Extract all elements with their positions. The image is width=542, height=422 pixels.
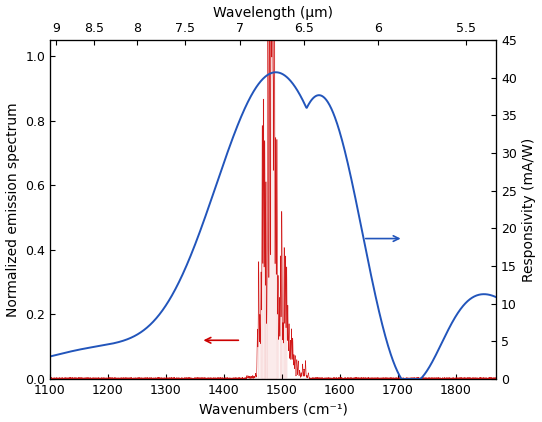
X-axis label: Wavelength (μm): Wavelength (μm) <box>213 5 333 19</box>
X-axis label: Wavenumbers (cm⁻¹): Wavenumbers (cm⁻¹) <box>198 403 347 417</box>
Y-axis label: Responsivity (mA/W): Responsivity (mA/W) <box>522 138 537 281</box>
Y-axis label: Normalized emission spectrum: Normalized emission spectrum <box>5 102 20 317</box>
